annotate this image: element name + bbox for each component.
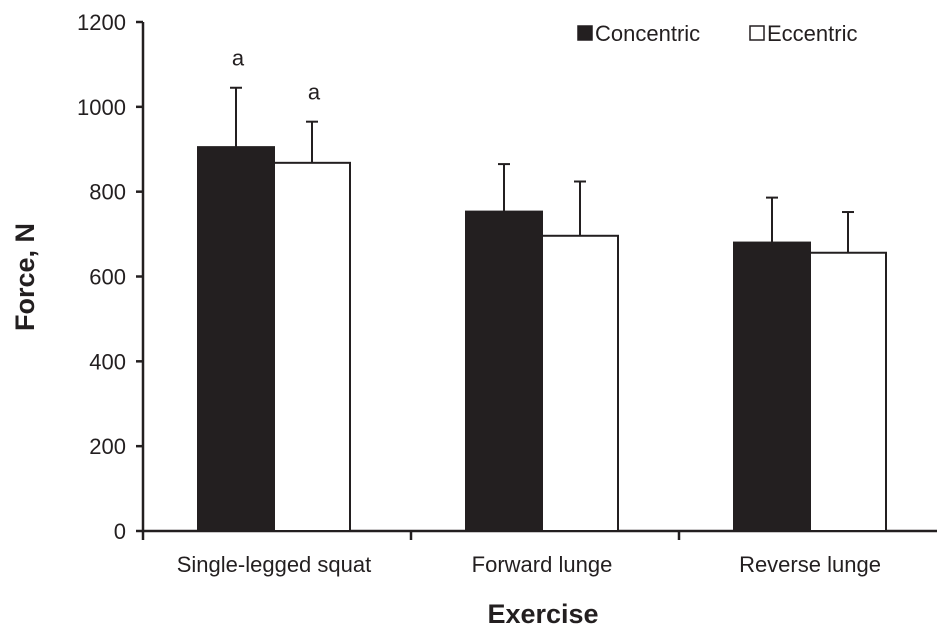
y-tick-label: 1200 [77, 10, 126, 35]
y-tick-label: 800 [89, 180, 126, 205]
legend: Concentric Eccentric [577, 21, 857, 46]
y-tick-label: 1000 [77, 95, 126, 120]
y-axis-title: Force, N [10, 223, 40, 331]
y-tick-label: 200 [89, 434, 126, 459]
x-axis-title: Exercise [487, 599, 598, 627]
bar-concentric-0 [197, 146, 275, 532]
significance-annotation: a [308, 80, 321, 105]
bar-eccentric-0 [273, 161, 351, 532]
bar-concentric-2 [733, 241, 811, 532]
significance-annotation: a [232, 46, 245, 71]
x-tick-label: Reverse lunge [739, 552, 881, 577]
legend-swatch-concentric [577, 25, 593, 41]
plot-area: 0 200 400 600 800 1000 1200 a a Single-legged squ… [77, 10, 937, 577]
legend-swatch-eccentric [749, 25, 765, 41]
x-tick-label: Single-legged squat [177, 552, 371, 577]
legend-label-concentric: Concentric [595, 21, 700, 46]
legend-label-eccentric: Eccentric [767, 21, 857, 46]
bar-concentric-1 [465, 210, 543, 532]
y-tick-label: 600 [89, 265, 126, 290]
bar-eccentric-2 [809, 251, 887, 532]
y-tick-label: 400 [89, 349, 126, 374]
x-tick-label: Forward lunge [472, 552, 613, 577]
y-tick-label: 0 [114, 519, 126, 544]
bar-eccentric-1 [541, 234, 619, 532]
